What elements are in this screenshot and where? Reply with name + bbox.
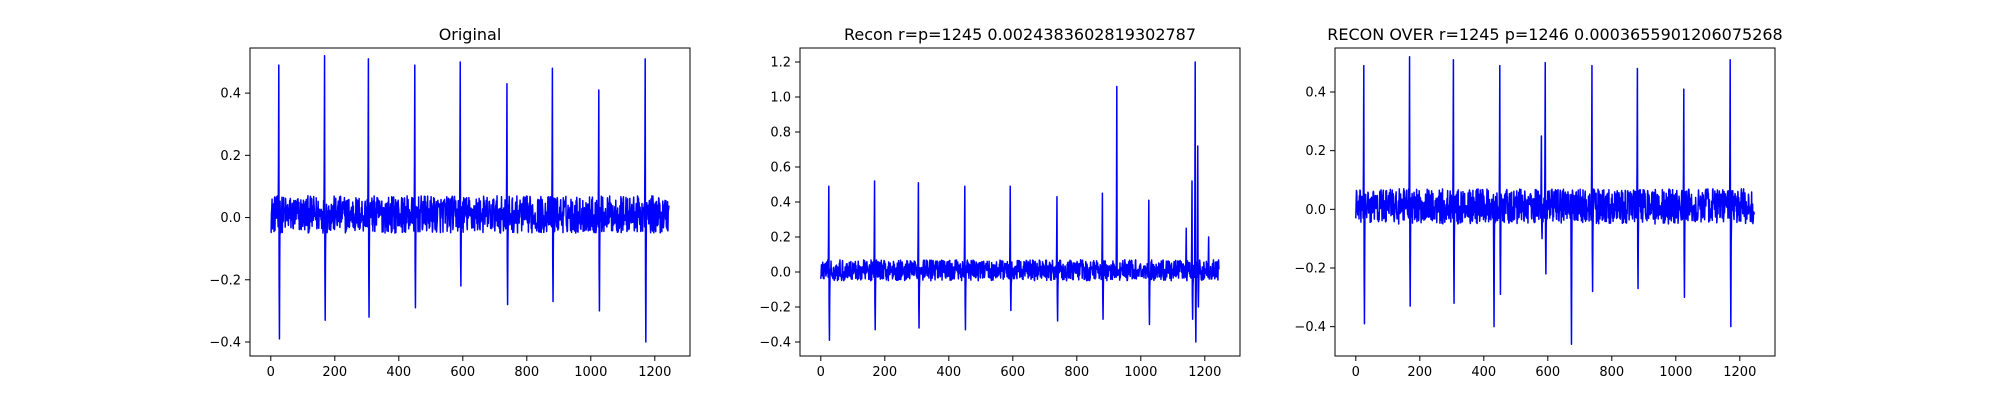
x-tick-label: 200 [872,365,897,380]
y-tick-label: 0.0 [770,266,791,281]
series-line [270,55,670,343]
subplot-title: Recon r=p=1245 0.0024383602819302787 [844,25,1196,44]
x-tick-label: 200 [1407,365,1432,380]
x-tick-label: 1200 [1723,365,1756,380]
y-tick-label: 0.0 [220,211,241,226]
x-tick-label: 400 [936,365,961,380]
subplot-title: RECON OVER r=1245 p=1246 0.0003655901206… [1327,25,1782,44]
series-line [820,61,1220,343]
subplot-recon-over: RECON OVER r=1245 p=1246 0.0003655901206… [1294,25,1782,380]
x-axis: 0 200 400 600 800 1000 1200 [817,356,1221,380]
y-axis: −0.4 −0.2 0.0 0.2 0.4 0.6 0.8 1.0 1.2 [759,56,800,351]
y-tick-label: −0.4 [759,336,791,351]
x-tick-label: 600 [1535,365,1560,380]
y-tick-label: 1.2 [770,56,791,71]
y-tick-label: −0.2 [1294,262,1326,277]
subplot-title: Original [439,25,502,44]
subplot-recon: Recon r=p=1245 0.0024383602819302787 0 20… [759,25,1241,380]
x-tick-label: 600 [1000,365,1025,380]
x-tick-label: 0 [817,365,825,380]
axes-frame [1334,47,1776,357]
y-tick-label: −0.2 [209,273,241,288]
plot-area [1355,56,1755,346]
x-tick-label: 800 [1599,365,1624,380]
y-tick-label: 0.2 [220,149,241,164]
y-tick-label: −0.2 [759,301,791,316]
y-tick-label: 1.0 [770,91,791,106]
x-tick-label: 800 [514,365,539,380]
x-axis: 0 200 400 600 800 1000 1200 [267,356,671,380]
y-tick-label: 0.2 [770,231,791,246]
y-axis: −0.4 −0.2 0.0 0.2 0.4 [209,87,250,351]
subplot-original: Original 0 200 400 600 800 1000 1200 −0.4 −0.2 0… [209,25,691,380]
x-tick-label: 1200 [638,365,671,380]
plot-area [820,61,1220,343]
y-tick-label: −0.4 [209,336,241,351]
y-tick-label: 0.6 [770,161,791,176]
y-tick-label: 0.4 [770,196,791,211]
y-axis: −0.4 −0.2 0.0 0.2 0.4 [1294,86,1335,335]
x-tick-label: 800 [1064,365,1089,380]
x-tick-label: 1200 [1188,365,1221,380]
series-line [1355,56,1755,346]
x-tick-label: 200 [322,365,347,380]
y-tick-label: 0.4 [1305,86,1326,101]
x-tick-label: 400 [386,365,411,380]
x-axis: 0 200 400 600 800 1000 1200 [1352,356,1756,380]
y-tick-label: −0.4 [1294,320,1326,335]
y-tick-label: 0.4 [220,87,241,102]
y-tick-label: 0.2 [1305,144,1326,159]
x-tick-label: 0 [1352,365,1360,380]
x-tick-label: 1000 [574,365,607,380]
axes-frame [249,47,691,357]
y-tick-label: 0.8 [770,126,791,141]
x-tick-label: 600 [450,365,475,380]
x-tick-label: 1000 [1659,365,1692,380]
y-tick-label: 0.0 [1305,203,1326,218]
x-tick-label: 400 [1471,365,1496,380]
x-tick-label: 0 [267,365,275,380]
plot-area [270,55,670,343]
x-tick-label: 1000 [1124,365,1157,380]
